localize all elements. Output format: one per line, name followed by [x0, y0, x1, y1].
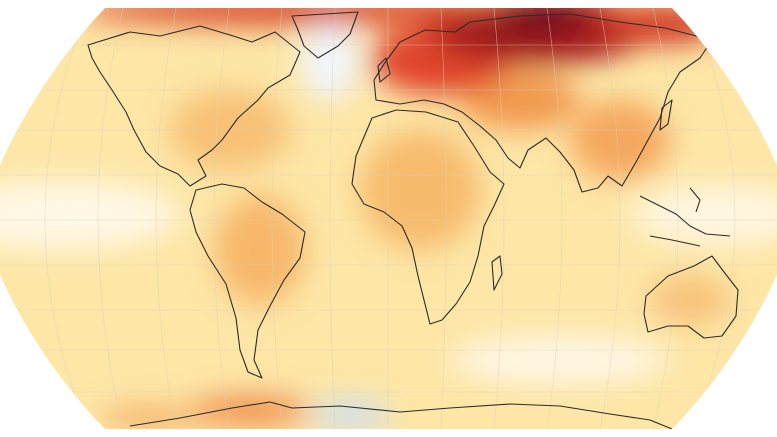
antarctica: [129, 401, 673, 429]
greenland: [291, 11, 359, 59]
new-zealand: [747, 329, 773, 363]
coastlines: [87, 11, 773, 429]
eurasia: [373, 13, 713, 193]
south-america: [189, 183, 306, 379]
uk-japan: [377, 57, 673, 131]
madagascar: [491, 255, 503, 291]
graticule: [0, 8, 777, 429]
southeast-asia-islands: [639, 187, 731, 247]
africa: [351, 109, 505, 325]
australia: [643, 255, 739, 339]
north-america: [87, 25, 301, 187]
